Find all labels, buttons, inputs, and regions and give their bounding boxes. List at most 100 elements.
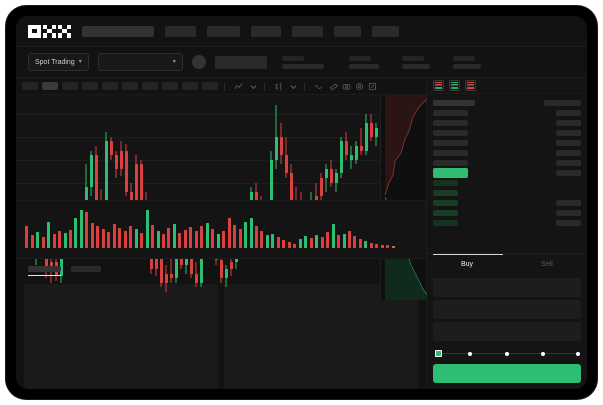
tab-buy[interactable]: Buy bbox=[427, 254, 507, 274]
timeframe-button-5[interactable] bbox=[102, 82, 118, 90]
camera-icon[interactable] bbox=[342, 82, 351, 91]
candlestick-chart[interactable] bbox=[16, 95, 428, 300]
candle-body bbox=[314, 196, 319, 201]
nav-item-7[interactable] bbox=[372, 25, 399, 37]
candle-body bbox=[94, 155, 99, 201]
candle-body bbox=[159, 255, 164, 283]
timeframe-button-4[interactable] bbox=[82, 82, 98, 90]
chevron-down-icon[interactable] bbox=[289, 82, 298, 91]
okx-logo-o bbox=[28, 24, 41, 38]
volume-bar bbox=[123, 231, 127, 248]
timeframe-button-8[interactable] bbox=[162, 82, 178, 90]
orderbook-bid-row[interactable] bbox=[433, 208, 581, 218]
total-input[interactable] bbox=[433, 322, 581, 342]
orderbook-ask-row[interactable] bbox=[433, 158, 581, 168]
app-screen: Spot Trading ▾ ▾ bbox=[16, 16, 587, 389]
orderbook-ask-row[interactable] bbox=[433, 138, 581, 148]
main-content: Buy Sell bbox=[16, 78, 587, 389]
nav-item-2[interactable] bbox=[165, 25, 196, 37]
candle bbox=[134, 95, 139, 300]
trading-mode-selector[interactable]: Spot Trading ▾ bbox=[28, 53, 89, 71]
volume-bar bbox=[52, 234, 56, 248]
volume-bar bbox=[233, 225, 237, 248]
candle-body bbox=[319, 177, 324, 197]
pair-select[interactable]: ▾ bbox=[97, 53, 183, 71]
candle bbox=[114, 95, 119, 300]
volume-bar bbox=[244, 221, 248, 248]
candle-wick bbox=[325, 164, 327, 192]
amount-input[interactable] bbox=[433, 300, 581, 320]
candle-body bbox=[169, 273, 174, 279]
chevron-down-icon[interactable] bbox=[249, 82, 258, 91]
candle-body bbox=[154, 255, 159, 270]
timeframe-button-2[interactable] bbox=[42, 82, 58, 90]
orderbook-ask-row[interactable] bbox=[433, 148, 581, 158]
nav-item-6[interactable] bbox=[334, 25, 361, 37]
fullscreen-icon[interactable] bbox=[368, 82, 377, 91]
tab-order-history[interactable] bbox=[71, 259, 101, 278]
device-frame: Spot Trading ▾ ▾ bbox=[6, 6, 597, 399]
volume-bar bbox=[347, 231, 351, 248]
candle-body bbox=[89, 155, 94, 188]
bottom-panel-body bbox=[16, 278, 426, 389]
slider-knob[interactable] bbox=[435, 350, 442, 358]
timeframe-button-3[interactable] bbox=[62, 82, 78, 90]
candle-body bbox=[374, 127, 379, 137]
avatar[interactable] bbox=[191, 55, 206, 69]
nav-item-5[interactable] bbox=[292, 25, 323, 37]
volume-bar bbox=[41, 237, 45, 248]
ob-mode-asks[interactable] bbox=[465, 80, 476, 92]
ob-mode-bids[interactable] bbox=[449, 80, 460, 92]
nav-item-4[interactable] bbox=[251, 25, 281, 37]
tab-open-orders[interactable] bbox=[28, 259, 61, 278]
indicators-icon[interactable] bbox=[231, 82, 245, 91]
orderbook-ask-row[interactable] bbox=[433, 128, 581, 138]
candle bbox=[164, 95, 169, 300]
candle bbox=[279, 95, 284, 300]
slider-stop-75[interactable] bbox=[541, 351, 545, 356]
candle bbox=[269, 95, 274, 300]
slider-stop-50[interactable] bbox=[505, 351, 509, 356]
chart-type-icon[interactable] bbox=[271, 82, 285, 91]
orderbook-bid-row[interactable] bbox=[433, 198, 581, 208]
account-label bbox=[214, 55, 267, 69]
orderbook-bid-row[interactable] bbox=[433, 178, 581, 188]
candle bbox=[139, 95, 144, 300]
orderbook-bid-row[interactable] bbox=[433, 188, 581, 198]
candle bbox=[359, 95, 364, 300]
orderbook-bid-row[interactable] bbox=[433, 218, 581, 228]
nav-item-1[interactable] bbox=[82, 25, 154, 37]
orderbook[interactable] bbox=[427, 94, 587, 253]
settings-gear-icon[interactable] bbox=[355, 82, 364, 91]
volume-bar bbox=[265, 235, 269, 248]
timeframe-button-9[interactable] bbox=[182, 82, 198, 90]
candle-wick bbox=[315, 182, 317, 210]
submit-order-button[interactable] bbox=[433, 364, 581, 383]
orderbook-ask-row[interactable] bbox=[433, 118, 581, 128]
trading-mode-label: Spot Trading bbox=[35, 58, 75, 66]
timeframe-button-10[interactable] bbox=[202, 82, 218, 90]
ob-mode-combined[interactable] bbox=[433, 80, 444, 92]
okx-logo[interactable] bbox=[28, 24, 71, 38]
candle bbox=[314, 95, 319, 300]
nav-item-3[interactable] bbox=[207, 25, 240, 37]
candle bbox=[184, 95, 189, 300]
volume-bar bbox=[189, 226, 193, 248]
timeframe-button-7[interactable] bbox=[142, 82, 158, 90]
price-input[interactable] bbox=[433, 278, 581, 298]
timeframe-button-1[interactable] bbox=[22, 82, 38, 90]
candle-series bbox=[16, 95, 426, 292]
slider-stop-25[interactable] bbox=[468, 351, 472, 356]
tab-sell[interactable]: Sell bbox=[507, 254, 587, 274]
stat-24h-change bbox=[348, 55, 379, 69]
line-chart-icon[interactable] bbox=[311, 82, 325, 91]
slider-stop-100[interactable] bbox=[576, 351, 580, 356]
toolbar-divider bbox=[304, 81, 305, 91]
order-percent-slider[interactable] bbox=[435, 347, 580, 361]
orderbook-mark-price bbox=[433, 168, 581, 179]
candle bbox=[344, 95, 349, 300]
ruler-icon[interactable] bbox=[329, 82, 338, 91]
candle-body bbox=[174, 246, 179, 279]
orderbook-ask-row[interactable] bbox=[433, 108, 581, 118]
timeframe-button-6[interactable] bbox=[122, 82, 138, 90]
